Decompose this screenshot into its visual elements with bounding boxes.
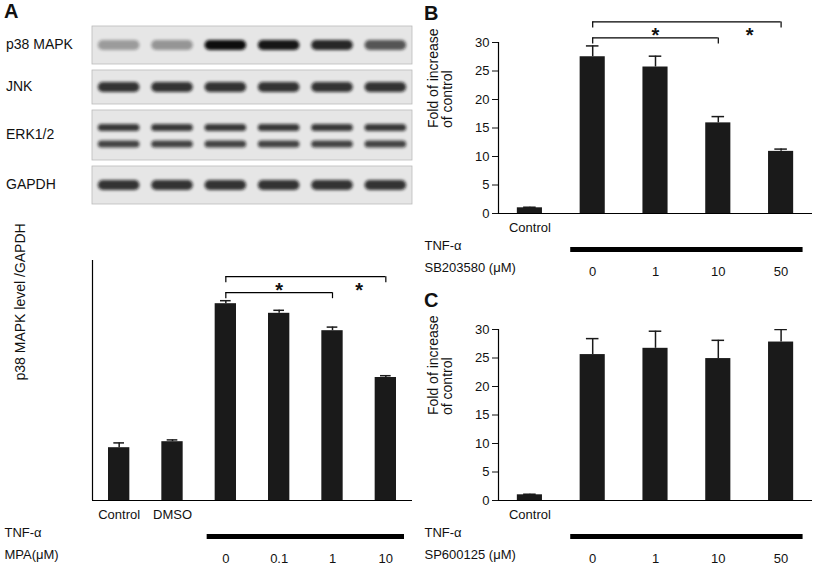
svg-text:15: 15 xyxy=(475,120,489,135)
svg-text:DMSO: DMSO xyxy=(153,507,192,522)
svg-text:Control: Control xyxy=(509,507,551,522)
svg-text:MPA(μM): MPA(μM) xyxy=(5,547,59,562)
svg-text:0: 0 xyxy=(222,551,229,566)
svg-text:0: 0 xyxy=(589,551,596,566)
svg-text:Control: Control xyxy=(98,507,140,522)
svg-text:1: 1 xyxy=(652,551,659,566)
svg-text:Control: Control xyxy=(509,220,551,235)
svg-text:50: 50 xyxy=(774,551,788,566)
svg-text:p38 MAPK: p38 MAPK xyxy=(6,36,74,52)
svg-text:Fold of increaseof control: Fold of increaseof control xyxy=(425,315,455,415)
svg-text:*: * xyxy=(275,279,283,301)
svg-text:p38 MAPK level /GAPDH: p38 MAPK level /GAPDH xyxy=(12,223,28,380)
svg-text:10: 10 xyxy=(711,551,725,566)
svg-text:0: 0 xyxy=(589,264,596,279)
svg-text:SB203580 (μM): SB203580 (μM) xyxy=(425,260,516,275)
svg-text:5: 5 xyxy=(482,177,489,192)
svg-text:1: 1 xyxy=(329,551,336,566)
svg-text:*: * xyxy=(355,279,363,301)
html-text:A: A xyxy=(4,0,19,22)
svg-text:0: 0 xyxy=(482,206,489,221)
svg-text:SP600125 (μM): SP600125 (μM) xyxy=(425,547,516,562)
html-text:B: B xyxy=(424,2,439,24)
svg-text:TNF-α: TNF-α xyxy=(425,525,463,540)
svg-text:20: 20 xyxy=(475,92,489,107)
svg-text:10: 10 xyxy=(475,436,489,451)
svg-text:15: 15 xyxy=(475,407,489,422)
svg-text:10: 10 xyxy=(379,551,393,566)
svg-text:TNF-α: TNF-α xyxy=(5,525,43,540)
svg-text:30: 30 xyxy=(475,35,489,50)
svg-text:10: 10 xyxy=(475,149,489,164)
svg-text:20: 20 xyxy=(475,379,489,394)
svg-text:ERK1/2: ERK1/2 xyxy=(6,126,54,142)
svg-text:*: * xyxy=(746,24,754,46)
svg-text:50: 50 xyxy=(774,264,788,279)
svg-text:Fold of increaseof control: Fold of increaseof control xyxy=(425,28,455,128)
svg-text:10: 10 xyxy=(711,264,725,279)
svg-text:0: 0 xyxy=(482,493,489,508)
svg-text:GAPDH: GAPDH xyxy=(6,176,56,192)
svg-text:0.1: 0.1 xyxy=(270,551,288,566)
svg-text:5: 5 xyxy=(482,464,489,479)
svg-text:25: 25 xyxy=(475,350,489,365)
svg-text:*: * xyxy=(652,24,660,46)
svg-text:30: 30 xyxy=(475,322,489,337)
html-text:C: C xyxy=(424,289,439,311)
svg-text:JNK: JNK xyxy=(6,78,33,94)
svg-text:TNF-α: TNF-α xyxy=(425,238,463,253)
svg-text:25: 25 xyxy=(475,63,489,78)
svg-text:1: 1 xyxy=(652,264,659,279)
